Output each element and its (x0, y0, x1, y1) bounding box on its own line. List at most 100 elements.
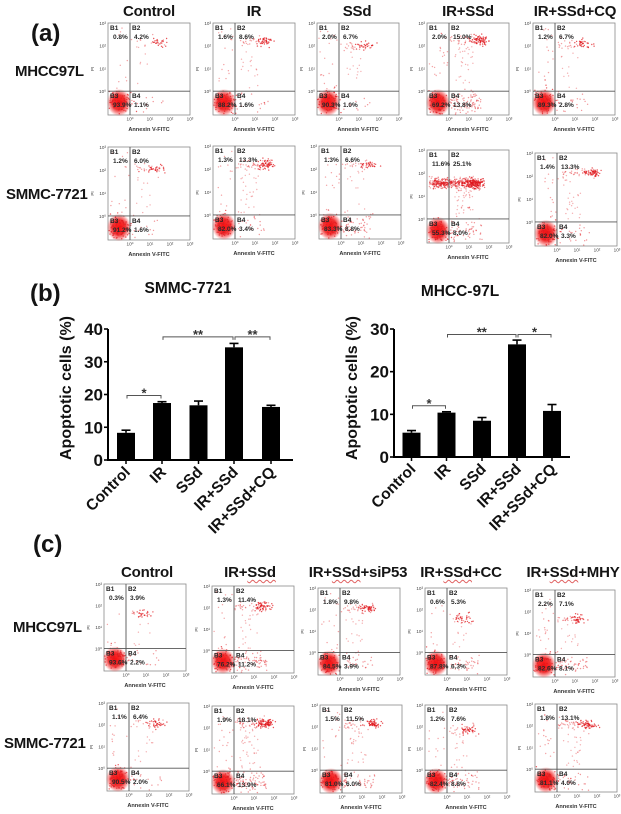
event-dot (576, 618, 579, 621)
event-dot (456, 215, 458, 218)
event-dot (334, 98, 336, 100)
event-dot (585, 172, 588, 174)
event-dot (470, 96, 472, 98)
event-dot (214, 219, 216, 221)
event-dot (573, 46, 575, 48)
event-dot (441, 655, 443, 657)
event-dot (580, 614, 582, 616)
event-dot (545, 107, 547, 110)
event-dot (133, 611, 135, 614)
quadrant-b2-percent: 5.3% (451, 599, 466, 606)
event-dot (266, 669, 268, 671)
event-dot (430, 100, 433, 103)
event-dot (241, 741, 243, 743)
event-dot (587, 174, 590, 176)
event-dot (110, 94, 112, 97)
event-dot (432, 103, 434, 105)
event-dot (544, 181, 546, 183)
event-dot (560, 37, 562, 39)
event-dot (267, 605, 269, 607)
event-dot (337, 226, 340, 228)
event-dot (468, 191, 470, 194)
event-dot (587, 42, 589, 44)
event-dot (359, 45, 361, 47)
event-dot (436, 644, 438, 646)
quadrant-b1-label: B1 (429, 152, 438, 159)
event-dot (114, 725, 116, 727)
event-dot (452, 184, 454, 186)
event-dot (457, 190, 460, 192)
event-dot (545, 658, 548, 660)
event-dot (567, 209, 569, 211)
event-dot (568, 86, 570, 89)
event-dot (364, 784, 367, 787)
event-dot (109, 778, 112, 781)
event-dot (437, 217, 439, 219)
event-dot (441, 232, 443, 235)
quadrant-b2-label: B2 (236, 588, 245, 595)
event-dot (242, 638, 244, 640)
event-dot (345, 229, 348, 231)
event-dot (585, 661, 587, 663)
event-dot (593, 45, 595, 47)
event-dot (368, 162, 370, 164)
event-dot (376, 42, 378, 44)
event-dot (362, 165, 365, 167)
x-tick-label: 10⁰ (552, 679, 559, 684)
event-dot (131, 612, 133, 614)
y-axis-label: PI (195, 190, 200, 194)
event-dot (468, 184, 471, 186)
event-dot (153, 37, 155, 40)
event-dot (246, 160, 248, 163)
event-dot (124, 101, 126, 103)
event-dot (557, 99, 559, 101)
event-dot (324, 221, 326, 224)
event-dot (241, 614, 244, 616)
y-tick-label: 10² (309, 607, 316, 612)
event-dot (576, 644, 579, 647)
event-dot (231, 664, 233, 666)
event-dot (140, 226, 142, 229)
event-dot (547, 49, 550, 52)
x-tick-label: 10³ (504, 677, 511, 682)
event-dot (468, 180, 471, 182)
event-dot (351, 180, 353, 182)
event-dot (377, 723, 380, 725)
event-dot (253, 605, 255, 608)
event-dot (445, 179, 447, 181)
event-dot (544, 101, 546, 103)
event-dot (260, 726, 262, 728)
event-dot (368, 722, 370, 725)
event-dot (110, 667, 112, 669)
event-dot (114, 656, 116, 658)
event-dot (146, 206, 148, 208)
event-dot (542, 228, 544, 230)
event-dot (148, 789, 150, 791)
event-dot (226, 772, 229, 774)
significance-bracket (447, 334, 517, 338)
event-dot (545, 608, 547, 610)
event-dot (352, 723, 354, 725)
event-dot (465, 660, 467, 662)
event-dot (464, 50, 466, 52)
x-tick-label: 10¹ (251, 675, 258, 680)
event-dot (575, 669, 577, 671)
y-tick-label: 10¹ (524, 631, 531, 636)
event-dot (481, 238, 483, 241)
event-dot (543, 107, 545, 110)
event-dot (140, 663, 142, 665)
event-dot (320, 219, 322, 221)
event-dot (593, 43, 595, 45)
quadrant-b1-percent: 1.9% (217, 717, 232, 724)
event-dot (439, 182, 441, 185)
event-dot (158, 721, 161, 724)
event-dot (337, 778, 339, 780)
event-dot (335, 163, 337, 166)
event-dot (232, 35, 234, 37)
significance-bracket (412, 405, 446, 409)
event-dot (469, 228, 471, 230)
event-dot (455, 98, 457, 100)
event-dot (138, 643, 140, 645)
